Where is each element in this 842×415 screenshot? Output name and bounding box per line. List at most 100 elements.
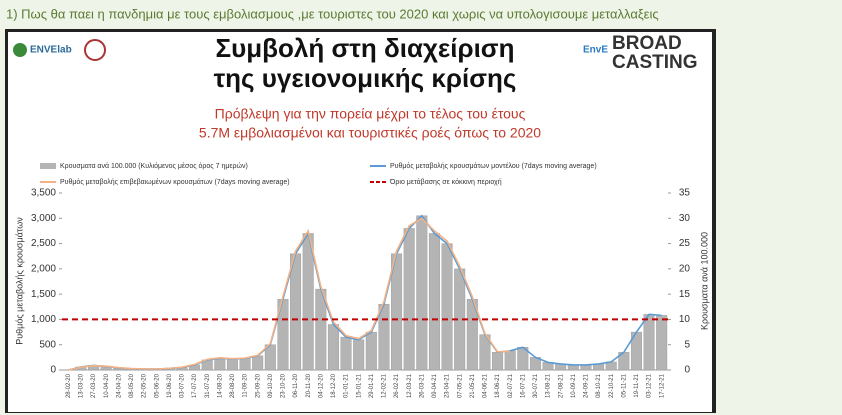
legend-label: Ρυθμός μεταβολής κρουσμάτων μοντέλου (7d… xyxy=(390,162,597,170)
legend-label: Ρυθμός μεταβολής επιβεβαιωμένων κρουσμάτ… xyxy=(60,178,290,186)
chart-subtitle: Πρόβλεψη για την πορεία μέχρι το τέλος τ… xyxy=(215,106,526,122)
bar xyxy=(302,233,314,371)
x-tick-label: 17-07-20 xyxy=(192,373,198,398)
logo-icon xyxy=(13,43,27,57)
x-tick-label: 03-12-21 xyxy=(647,373,653,398)
y2-tick-label: 30 xyxy=(679,213,691,224)
x-tick-label: 23-04-21 xyxy=(445,373,451,398)
x-tick-label: 02-07-21 xyxy=(508,373,514,398)
bar xyxy=(428,233,440,371)
x-tick-label: 22-10-21 xyxy=(609,373,615,398)
x-tick-label: 28-08-20 xyxy=(230,373,236,398)
x-tick-label: 10-09-21 xyxy=(571,373,577,398)
x-tick-label: 13-03-20 xyxy=(79,373,85,398)
bar xyxy=(214,358,226,371)
y2-tick-label: 5 xyxy=(684,339,690,350)
x-tick-label: 01-01-21 xyxy=(344,373,350,398)
x-tick-label: 29-01-21 xyxy=(369,373,375,398)
line xyxy=(68,217,511,371)
x-tick-label: 27-03-20 xyxy=(91,373,97,398)
y2-tick-label: 15 xyxy=(679,289,691,300)
x-tick-label: 14-08-20 xyxy=(217,373,223,398)
x-tick-label: 26-03-21 xyxy=(419,373,425,398)
x-tick-label: 17-12-21 xyxy=(659,373,665,398)
y-tick-label: 2,500 xyxy=(31,238,56,249)
x-tick-label: 08-10-21 xyxy=(596,373,602,398)
legend-swatch xyxy=(40,163,56,169)
x-tick-label: 24-04-20 xyxy=(116,373,122,398)
y-tick-label: 0 xyxy=(50,365,56,376)
x-tick-label: 16-07-21 xyxy=(520,373,526,398)
y-tick-label: 3,500 xyxy=(31,188,56,199)
y-tick-label: 1,000 xyxy=(31,314,56,325)
x-tick-label: 06-11-20 xyxy=(293,373,299,397)
x-tick-label: 19-06-20 xyxy=(167,373,173,398)
x-tick-label: 15-01-21 xyxy=(356,373,362,398)
bar xyxy=(441,243,453,371)
y-tick-label: 500 xyxy=(39,339,56,350)
y2-tick-label: 25 xyxy=(679,238,691,249)
x-tick-label: 28-02-20 xyxy=(66,373,72,398)
bar xyxy=(416,215,428,371)
bar xyxy=(353,339,365,371)
post-text: 1) Πως θα παει η πανδημια με τους εμβολι… xyxy=(6,6,659,21)
x-tick-label: 19-11-21 xyxy=(634,373,640,397)
x-tick-label: 04-12-20 xyxy=(318,373,324,398)
x-tick-label: 09-10-20 xyxy=(268,373,274,398)
x-tick-label: 03-07-20 xyxy=(180,373,186,398)
x-tick-label: 24-09-21 xyxy=(584,373,590,398)
logo-text: BROAD xyxy=(612,33,682,54)
bar xyxy=(365,331,377,371)
x-tick-label: 31-07-20 xyxy=(205,373,211,398)
y-tick-label: 1,500 xyxy=(31,289,56,300)
x-tick-label: 21-05-21 xyxy=(470,373,476,398)
logo-seal xyxy=(84,39,106,61)
bar xyxy=(290,253,302,371)
x-tick-label: 11-09-20 xyxy=(243,373,249,397)
x-tick-label: 30-07-21 xyxy=(533,373,539,398)
x-tick-label: 20-11-20 xyxy=(306,373,312,397)
y-axis-label: Ρυθμός μεταβολής κρουσμάτων xyxy=(14,217,24,345)
bar xyxy=(252,355,264,371)
bar xyxy=(327,324,339,371)
x-tick-label: 25-09-20 xyxy=(255,373,261,398)
x-tick-label: 07-05-21 xyxy=(457,373,463,398)
y2-axis-label: Κρουσματα ανά 100.000 xyxy=(699,232,709,330)
legend-label: Όριο μετάβασης σε κόκκινη περιοχή xyxy=(389,178,502,186)
x-tick-label: 10-04-20 xyxy=(104,373,110,398)
legend-label: Κρουσματα ανά 100.000 (Κυλιόμενος μέσος … xyxy=(60,162,248,170)
x-tick-label: 13-08-21 xyxy=(546,373,552,398)
bar xyxy=(492,352,504,371)
x-tick-label: 26-02-21 xyxy=(394,373,400,398)
y2-tick-label: 35 xyxy=(679,188,691,199)
chart-title: Συμβολή στη διαχείριση xyxy=(216,33,515,63)
x-tick-label: 05-06-20 xyxy=(154,373,160,398)
x-tick-label: 18-06-21 xyxy=(495,373,501,398)
y-tick-label: 2,000 xyxy=(31,263,56,274)
bar xyxy=(226,358,238,371)
x-tick-label: 27-08-21 xyxy=(558,373,564,398)
logo-text: CASTING xyxy=(612,52,698,73)
bar xyxy=(656,315,668,371)
chart-title: της υγειονομικής κρίσης xyxy=(214,63,517,93)
bar xyxy=(403,228,415,371)
x-tick-label: 12-03-21 xyxy=(407,373,413,398)
x-tick-label: 08-05-20 xyxy=(129,373,135,398)
bar xyxy=(643,314,655,371)
bar xyxy=(340,336,352,371)
bar xyxy=(239,358,251,371)
logo-text: EnvE xyxy=(583,45,608,56)
y-tick-label: 3,000 xyxy=(31,213,56,224)
x-tick-label: 18-12-20 xyxy=(331,373,337,398)
y2-tick-label: 0 xyxy=(684,365,690,376)
y2-tick-label: 20 xyxy=(679,263,691,274)
chart-subtitle: 5.7M εμβολιασμένοι και τουριστικές ροές … xyxy=(199,125,541,141)
x-tick-label: 22-05-20 xyxy=(142,373,148,398)
x-tick-label: 23-10-20 xyxy=(281,373,287,398)
x-tick-label: 05-11-21 xyxy=(621,373,627,397)
y2-tick-label: 10 xyxy=(679,314,691,325)
x-tick-label: 12-02-21 xyxy=(382,373,388,398)
x-tick-label: 04-06-21 xyxy=(483,373,489,398)
x-tick-label: 09-04-21 xyxy=(432,373,438,398)
